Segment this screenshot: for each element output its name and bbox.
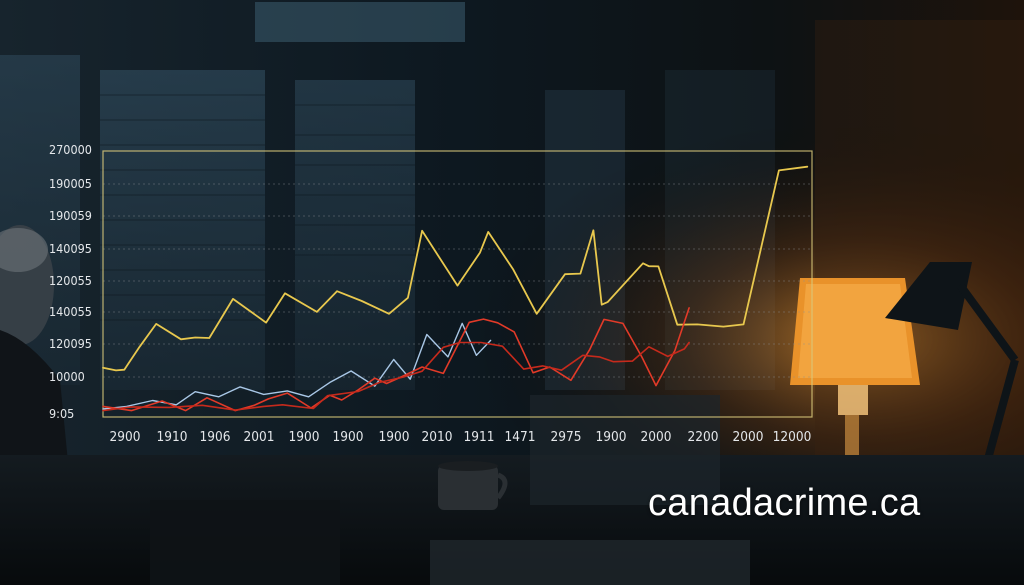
series-line-4 (102, 341, 690, 412)
x-tick-label: 2975 (551, 429, 582, 445)
x-tick-label: 1900 (333, 429, 364, 445)
y-tick-label: 190059 (49, 208, 92, 223)
y-tick-label: 120055 (49, 273, 92, 288)
x-tick-label: 1471 (505, 429, 536, 445)
y-tick-label: 140095 (49, 241, 92, 256)
plot-frame (102, 150, 813, 418)
x-tick-label: 1906 (200, 429, 231, 445)
x-tick-label: 1900 (289, 429, 320, 445)
y-tick-label: 270000 (49, 142, 92, 157)
series-line-2 (102, 322, 492, 410)
x-tick-label: 2900 (110, 429, 141, 445)
y-tick-label: 190005 (49, 176, 92, 191)
site-watermark: canadacrime.ca (648, 482, 921, 524)
x-tick-label: 2200 (688, 429, 719, 445)
y-tick-label: 120095 (49, 336, 92, 351)
y-tick-label: 140055 (49, 304, 92, 319)
x-axis-tick-labels: 2900 1910 1906 2001 1900 1900 1900 2010 1911 1471… (110, 429, 812, 445)
chart-gridlines (103, 183, 812, 378)
y-tick-label: 9:05 (49, 406, 74, 421)
series-line-1 (102, 165, 809, 372)
x-tick-label: 2000 (641, 429, 672, 445)
x-tick-label: 2001 (244, 429, 275, 445)
x-tick-label: 1900 (379, 429, 410, 445)
x-tick-label: 1900 (596, 429, 627, 445)
y-axis-tick-labels: 270000 190005 190059 140095 120055 140055 1200… (49, 142, 92, 421)
x-tick-label: 12000 (773, 429, 812, 445)
x-tick-label: 1911 (464, 429, 495, 445)
x-tick-label: 2000 (733, 429, 764, 445)
chart-series (102, 165, 809, 412)
y-tick-label: 10000 (49, 369, 85, 384)
x-tick-label: 1910 (157, 429, 188, 445)
x-tick-label: 2010 (422, 429, 453, 445)
